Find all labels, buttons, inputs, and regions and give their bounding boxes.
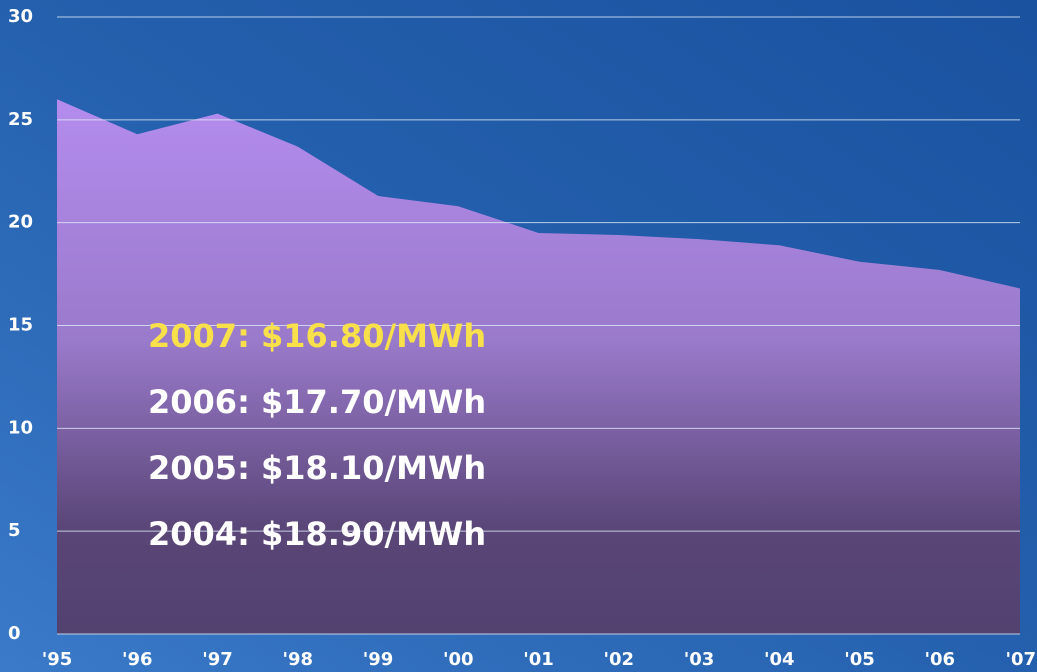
annotation: 2006: $17.70/MWh xyxy=(148,383,486,421)
x-tick-label: '01 xyxy=(523,649,554,670)
x-tick-label: '07 xyxy=(1005,649,1036,670)
y-tick-label: 30 xyxy=(8,6,33,27)
x-tick-label: '03 xyxy=(684,649,715,670)
x-tick-label: '04 xyxy=(764,649,795,670)
y-tick-label: 20 xyxy=(8,212,33,233)
x-tick-label: '06 xyxy=(924,649,955,670)
x-tick-label: '98 xyxy=(282,649,313,670)
x-tick-label: '00 xyxy=(443,649,474,670)
area xyxy=(57,99,1020,635)
x-tick-label: '96 xyxy=(122,649,153,670)
y-tick-label: 25 xyxy=(8,109,33,130)
annotation: 2007: $16.80/MWh xyxy=(148,317,486,355)
y-tick-label: 15 xyxy=(8,315,33,336)
x-tick-label: '97 xyxy=(202,649,233,670)
x-tick-label: '95 xyxy=(42,649,73,670)
x-tick-label: '05 xyxy=(844,649,875,670)
annotation: 2005: $18.10/MWh xyxy=(148,449,486,487)
y-tick-label: 0 xyxy=(8,623,21,644)
y-tick-label: 10 xyxy=(8,417,33,438)
y-tick-label: 5 xyxy=(8,520,21,541)
x-tick-label: '02 xyxy=(603,649,634,670)
annotation: 2004: $18.90/MWh xyxy=(148,515,486,553)
x-tick-label: '99 xyxy=(363,649,394,670)
